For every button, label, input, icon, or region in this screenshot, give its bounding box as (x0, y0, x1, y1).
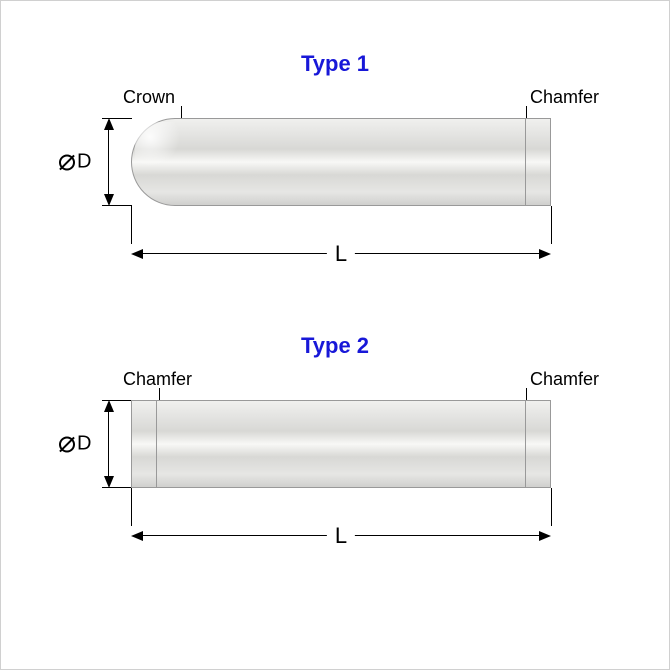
type2-diameter-label: D (59, 433, 91, 456)
diagram-container: Type 1 Crown Chamfer D (0, 0, 670, 670)
type1-length-label: L (327, 241, 355, 267)
type1-pin (131, 118, 551, 206)
type1-section: Type 1 Crown Chamfer D (61, 51, 609, 273)
diameter-icon (59, 154, 75, 170)
chamfer-label-t1: Chamfer (530, 87, 599, 108)
type1-title: Type 1 (61, 51, 609, 77)
diameter-icon (59, 436, 75, 452)
type1-length-dimension: L (131, 233, 551, 273)
type2-label-row: Chamfer Chamfer (123, 369, 599, 390)
type1-pin-area (131, 118, 609, 218)
crown-label: Crown (123, 87, 175, 108)
type2-diameter-dimension: D (64, 400, 124, 488)
chamfer-label-t2-left: Chamfer (123, 369, 192, 390)
type2-section: Type 2 Chamfer Chamfer D (61, 333, 609, 555)
type2-length-label: L (327, 523, 355, 549)
type2-length-dimension: L (131, 515, 551, 555)
type2-pin-area (131, 400, 609, 500)
type1-label-row: Crown Chamfer (123, 87, 599, 108)
type1-diameter-label: D (59, 151, 91, 174)
type1-diameter-dimension: D (64, 118, 124, 206)
type2-title: Type 2 (61, 333, 609, 359)
chamfer-label-t2-right: Chamfer (530, 369, 599, 390)
type2-pin (131, 400, 551, 488)
